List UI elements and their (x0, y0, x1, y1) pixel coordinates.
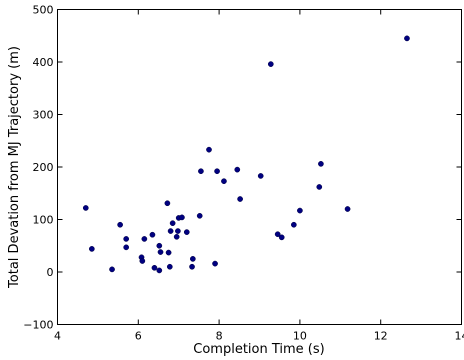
data-point (212, 260, 218, 267)
data-point (167, 228, 174, 234)
data-point (151, 264, 158, 271)
data-point (290, 221, 297, 228)
y-tick-label: 400 (33, 56, 54, 69)
data-point (189, 263, 195, 270)
data-point (173, 233, 180, 240)
data-point (164, 200, 171, 207)
data-point (156, 267, 163, 274)
x-axis-label: Completion Time (s) (193, 342, 324, 357)
data-point (149, 231, 156, 238)
data-point (196, 212, 203, 219)
data-point (267, 61, 274, 67)
data-point (169, 220, 176, 227)
data-point (156, 242, 163, 249)
data-point (123, 244, 130, 251)
data-point (189, 256, 196, 262)
data-point (234, 166, 241, 173)
x-tick-label: 6 (135, 330, 142, 343)
x-tick-label: 10 (293, 330, 307, 343)
y-tick-label: 0 (47, 266, 54, 279)
data-point (166, 263, 173, 270)
x-tick-label: 8 (216, 330, 223, 343)
data-point (141, 236, 148, 242)
y-axis-label: Total Devation from MJ Trajectory (m) (7, 46, 22, 289)
ticks-layer: 4 6 8 10 12 14 −100 0 100 200 300 400 500 (23, 4, 464, 343)
data-point (214, 168, 220, 175)
data-point (198, 168, 204, 175)
data-point (123, 236, 130, 242)
data-point (82, 205, 89, 211)
data-point (165, 249, 172, 256)
data-point (274, 231, 281, 238)
data-point (175, 228, 181, 234)
data-point (179, 214, 185, 221)
data-point (257, 173, 264, 179)
y-tick-label: −100 (23, 319, 53, 332)
data-point (117, 221, 123, 228)
data-point (157, 249, 164, 255)
y-tick-label: 500 (33, 4, 54, 17)
data-point (109, 266, 115, 273)
data-point (221, 178, 227, 185)
y-tick-label: 100 (33, 214, 54, 227)
x-tick-label: 12 (374, 330, 388, 343)
data-point (88, 246, 95, 252)
data-point (344, 206, 351, 212)
data-point (278, 234, 285, 241)
y-tick-label: 200 (33, 161, 54, 174)
data-point (316, 184, 323, 190)
data-point (297, 207, 303, 214)
x-tick-label: 14 (455, 330, 464, 343)
data-point (183, 229, 190, 235)
data-point (206, 146, 212, 153)
data-point (318, 161, 324, 167)
points-layer (82, 35, 410, 274)
data-point (237, 196, 243, 202)
x-tick-label: 4 (54, 330, 61, 343)
y-tick-label: 300 (33, 109, 54, 122)
data-point (139, 258, 146, 264)
data-point (404, 35, 410, 42)
plot-frame (57, 9, 462, 325)
